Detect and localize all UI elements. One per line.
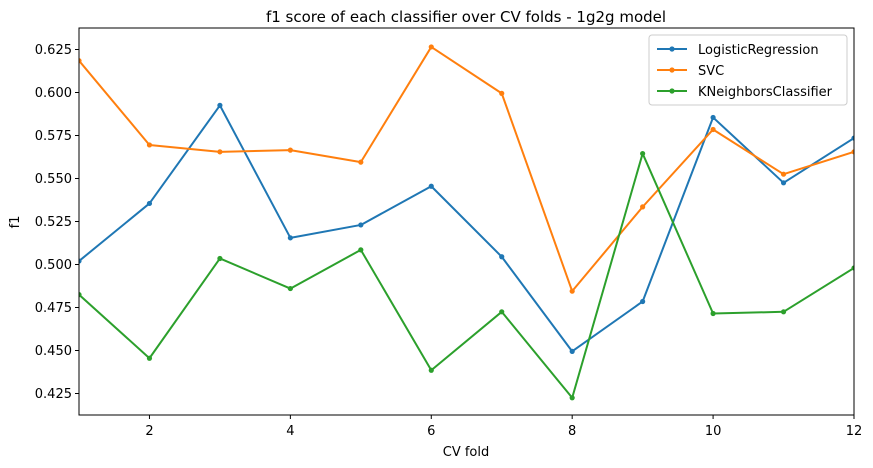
x-tick-label: 10: [705, 424, 722, 439]
y-axis-ticks: 0.425 0.450 0.475 0.500 0.525 0.550 0.575 0.600…: [35, 43, 79, 402]
y-tick-label: 0.500: [35, 258, 72, 273]
data-point: [287, 285, 293, 292]
series-line-0: [79, 104, 854, 353]
data-point: [710, 310, 716, 317]
data-point: [79, 58, 82, 64]
data-point: [780, 309, 787, 315]
data-point: [780, 180, 787, 186]
x-axis-label: CV fold: [443, 445, 490, 460]
y-tick-label: 0.475: [35, 301, 72, 316]
legend-label: SVC: [698, 64, 724, 79]
data-point: [358, 247, 364, 253]
y-tick-label: 0.525: [35, 215, 72, 230]
data-point: [780, 171, 787, 177]
data-point: [499, 309, 505, 315]
data-point: [428, 367, 434, 373]
x-tick-label: 2: [145, 424, 153, 439]
series-line-1: [79, 45, 854, 293]
data-point: [499, 254, 505, 260]
plot-frame: [78, 27, 855, 416]
data-point: [499, 90, 505, 96]
x-tick-label: 12: [846, 424, 863, 439]
y-tick-label: 0.550: [35, 172, 72, 187]
data-point: [79, 292, 82, 298]
data-point: [146, 200, 153, 207]
legend: LogisticRegression SVC KNeighborsClassifie…: [648, 34, 848, 106]
legend-marker: [669, 67, 675, 73]
data-point: [217, 255, 223, 262]
y-tick-label: 0.575: [35, 129, 72, 144]
data-point: [217, 102, 223, 108]
data-point: [569, 288, 575, 294]
y-tick-label: 0.450: [35, 344, 72, 359]
data-point: [428, 183, 434, 189]
y-axis-label: f1: [8, 216, 23, 229]
x-tick-label: 4: [286, 424, 294, 439]
legend-marker: [669, 46, 675, 52]
data-point: [287, 147, 293, 153]
y-tick-label: 0.600: [35, 86, 72, 101]
legend-marker: [669, 88, 675, 94]
data-point: [358, 159, 364, 165]
data-point: [569, 348, 575, 354]
x-axis-ticks: 2 4 6 8 10 12: [145, 415, 862, 439]
data-point: [851, 265, 854, 271]
chart-title: f1 score of each classifier over CV fold…: [266, 8, 666, 26]
plot-lines: [79, 44, 854, 401]
x-tick-label: 8: [568, 424, 576, 439]
data-point: [851, 149, 854, 155]
legend-label: KNeighborsClassifier: [698, 85, 833, 100]
legend-box: [648, 34, 848, 106]
data-point: [569, 395, 575, 401]
y-tick-label: 0.425: [35, 387, 72, 402]
data-point: [640, 150, 646, 157]
data-point: [851, 135, 854, 141]
data-point: [217, 149, 223, 155]
legend-label: LogisticRegression: [698, 43, 819, 58]
x-tick-label: 6: [427, 424, 435, 439]
data-point: [287, 235, 293, 241]
data-point: [710, 114, 716, 121]
data-point: [710, 126, 716, 133]
data-point: [640, 298, 646, 305]
data-point: [146, 355, 153, 361]
data-point: [640, 204, 646, 210]
series-line-2: [79, 152, 854, 399]
data-point: [428, 44, 434, 50]
data-point: [146, 142, 153, 148]
data-point: [79, 258, 82, 264]
y-tick-label: 0.625: [35, 43, 72, 58]
data-point: [358, 222, 364, 228]
